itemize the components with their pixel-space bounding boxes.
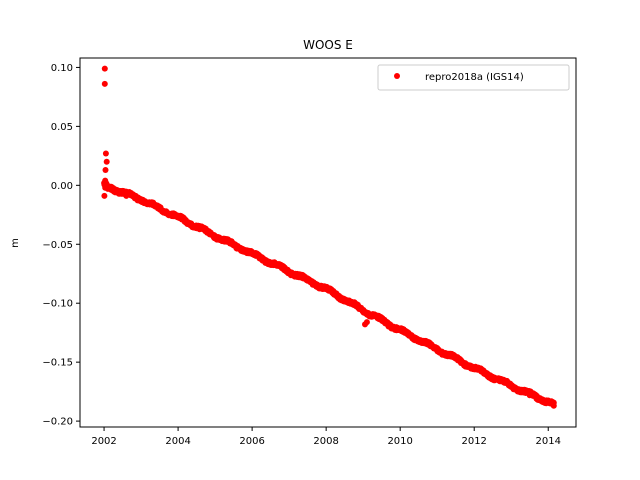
data-point	[102, 150, 109, 157]
data-point	[363, 319, 370, 326]
data-point	[550, 402, 557, 409]
data-point	[249, 250, 256, 257]
legend-label: repro2018a (IGS14)	[425, 72, 524, 83]
data-point	[341, 296, 348, 303]
x-tick-label: 2010	[387, 436, 412, 447]
legend: repro2018a (IGS14)	[377, 64, 570, 91]
series-points	[101, 65, 557, 409]
legend-marker	[394, 73, 400, 79]
data-point	[323, 286, 330, 293]
data-point	[489, 374, 496, 381]
chart-title: WOOS E	[303, 38, 353, 52]
data-point	[112, 189, 119, 196]
data-point	[434, 346, 441, 353]
data-point	[286, 268, 293, 275]
x-tick-label: 2012	[461, 436, 486, 447]
data-point	[452, 355, 459, 362]
data-point	[156, 204, 163, 211]
axes: 2002 2004 2006 2008 2010 2012 2014 0.10 0.05 0.00…	[42, 57, 577, 447]
data-point	[193, 223, 200, 230]
x-tick-label: 2004	[165, 436, 190, 447]
y-tick-label: 0.05	[51, 122, 73, 133]
data-point	[104, 185, 111, 192]
y-tick-label: −0.05	[42, 240, 73, 251]
data-point	[138, 196, 145, 203]
data-point	[304, 277, 311, 284]
data-point	[101, 65, 108, 72]
x-tick-label: 2006	[239, 436, 264, 447]
data-point	[360, 307, 367, 314]
data-point	[101, 192, 108, 199]
x-tick-label: 2008	[313, 436, 338, 447]
data-point	[378, 316, 385, 323]
data-point	[267, 260, 274, 267]
y-tick-label: −0.20	[42, 417, 73, 428]
data-point	[102, 167, 109, 173]
data-point	[103, 158, 110, 165]
plot-frame	[79, 57, 577, 428]
y-tick-label: −0.15	[42, 358, 73, 369]
data-point	[471, 365, 478, 372]
legend-frame	[377, 64, 570, 91]
data-point	[415, 336, 422, 343]
y-tick-label: 0.00	[51, 181, 73, 192]
data-point	[230, 242, 237, 249]
x-tick-label: 2002	[91, 436, 116, 447]
data-point	[175, 214, 182, 221]
data-point	[101, 80, 108, 87]
data-point	[397, 327, 404, 334]
data-point	[212, 233, 219, 239]
data-point	[526, 392, 533, 399]
data-point	[508, 382, 515, 389]
data-point	[545, 399, 552, 406]
y-tick-label: 0.10	[51, 63, 73, 74]
y-axis-label: m	[10, 238, 21, 248]
data-point	[123, 192, 130, 199]
x-tick-label: 2014	[536, 436, 561, 447]
y-tick-label: −0.10	[42, 299, 73, 310]
